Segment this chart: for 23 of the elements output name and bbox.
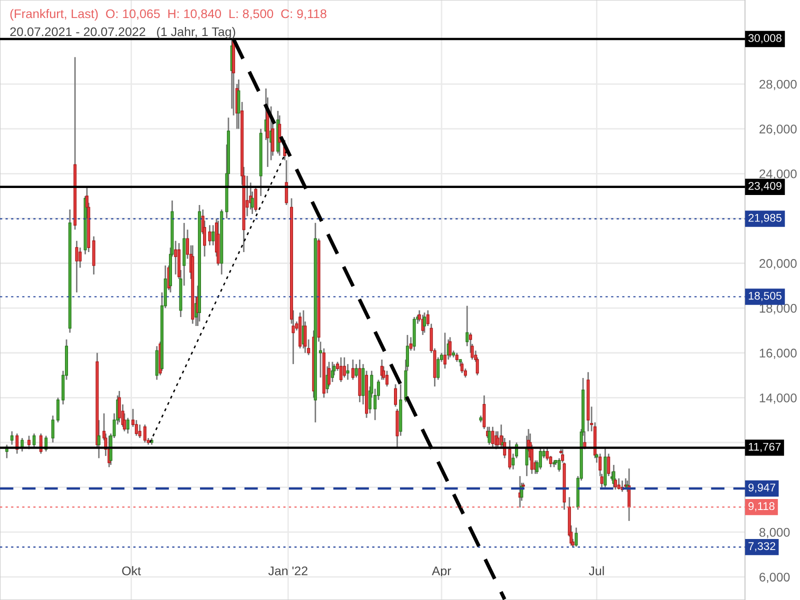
ref-line-label: 21,985 bbox=[748, 214, 782, 224]
x-tick-label: Apr bbox=[432, 566, 452, 578]
y-tick-label: 20,000 bbox=[760, 259, 797, 270]
y-tick-label: 26,000 bbox=[760, 124, 797, 135]
x-tick-label: Okt bbox=[122, 566, 141, 576]
x-tick-label: Jul bbox=[588, 566, 604, 576]
ref-line-label: 9,947 bbox=[748, 484, 776, 493]
ref-line-label: 9,118 bbox=[748, 502, 774, 512]
ref-line-label: 18,505 bbox=[748, 292, 782, 302]
y-tick-label: 16,000 bbox=[760, 348, 797, 360]
ref-line-label: 11,767 bbox=[748, 442, 781, 452]
y-tick-label: 18,000 bbox=[760, 304, 797, 314]
ref-line-label: 7,332 bbox=[748, 542, 776, 552]
text: 20.07.2021 - 20.07.2022 (1 Jahr, 1 Tag) bbox=[10, 27, 236, 39]
x-tick-label: Jan '22 bbox=[268, 566, 308, 576]
y-tick-label: 28,000 bbox=[760, 80, 797, 90]
ref-line-label: 30,008 bbox=[748, 34, 782, 44]
y-tick-label: 24,000 bbox=[760, 169, 797, 180]
y-tick-label: 8,000 bbox=[759, 528, 790, 538]
ref-line-label: 23,409 bbox=[748, 182, 782, 192]
y-tick-label: 6,000 bbox=[760, 572, 790, 584]
y-tick-label: 14,000 bbox=[760, 393, 797, 404]
text: (Frankfurt, Last) O: 10,065 H: 10,840 L: 8,500 C: 9,118 bbox=[10, 9, 326, 21]
